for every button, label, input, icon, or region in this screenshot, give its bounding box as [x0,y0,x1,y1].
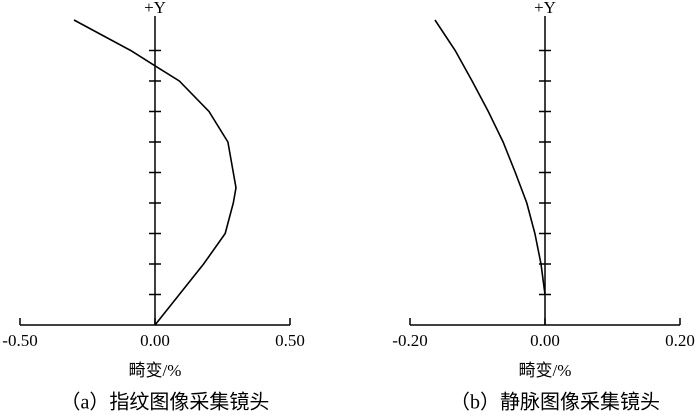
y-axis-label: +Y [534,0,556,17]
x-tick-label: 0.50 [275,331,305,350]
y-axis-label: +Y [144,0,166,17]
x-tick-label: -0.20 [392,331,427,350]
x-tick-label: 0.00 [140,331,170,350]
x-tick-label: -0.50 [2,331,37,350]
x-tick-label: 0.20 [665,331,695,350]
x-tick-label: 0.00 [530,331,560,350]
caption: （b）静脉图像采集镜头 [450,391,660,414]
distortion-curve [434,19,546,295]
caption: （a）指纹图像采集镜头 [61,391,270,414]
distortion-curve [73,19,237,326]
x-axis-label: 畸变/% [129,361,182,380]
x-axis-label: 畸变/% [519,361,572,380]
